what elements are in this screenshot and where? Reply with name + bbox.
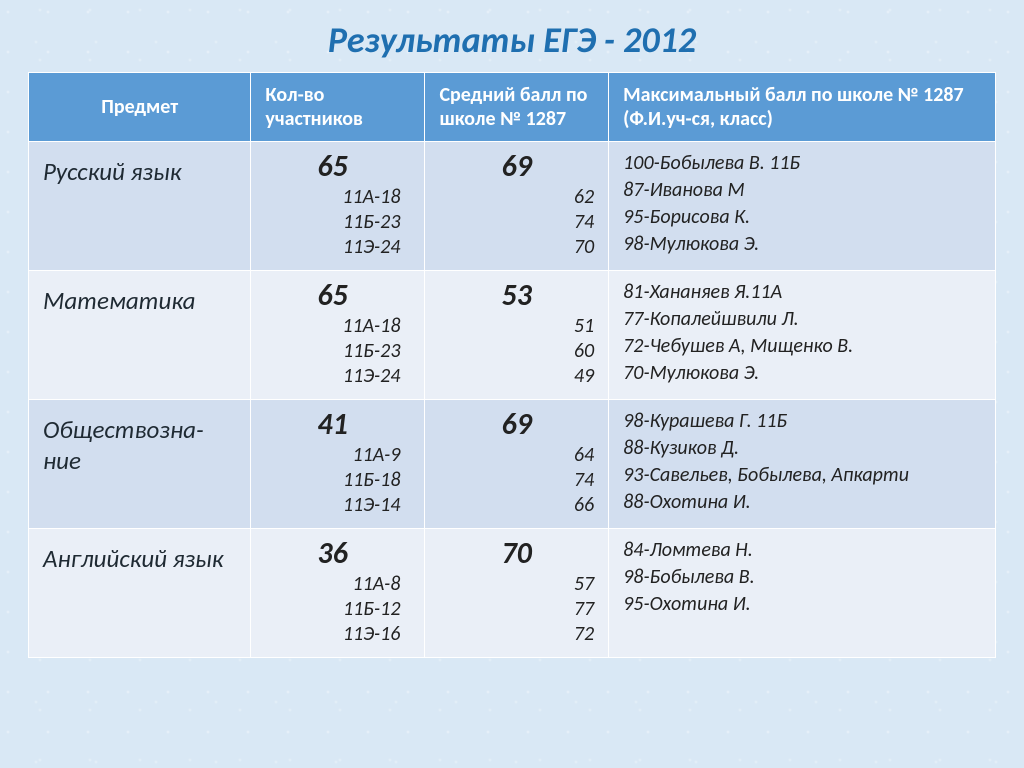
avg-breakdown: 516049 [431, 314, 602, 389]
count-cell: 6511А-1811Б-2311Э-24 [251, 142, 425, 271]
avg-breakdown: 577772 [431, 572, 602, 647]
avg-total: 69 [431, 408, 602, 441]
subject-cell: Английский язык [29, 529, 251, 658]
avg-cell: 70577772 [425, 529, 609, 658]
count-breakdown: 11А-811Б-1211Э-16 [257, 572, 418, 647]
avg-cell: 53516049 [425, 271, 609, 400]
max-list: 100-Бобылева В. 11Б87-Иванова М95-Борисо… [623, 150, 981, 258]
avg-total: 53 [431, 279, 602, 312]
count-breakdown: 11А-911Б-1811Э-14 [257, 443, 418, 518]
max-list: 81-Хананяев Я.11А77-Копалейшвили Л.72-Че… [623, 279, 981, 387]
table-row: Русский язык6511А-1811Б-2311Э-2469627470… [29, 142, 996, 271]
col-count: Кол-во участников [251, 73, 425, 142]
subject-cell: Обществозна-ние [29, 400, 251, 529]
avg-breakdown: 647466 [431, 443, 602, 518]
table-row: Математика6511А-1811Б-2311Э-245351604981… [29, 271, 996, 400]
avg-cell: 69627470 [425, 142, 609, 271]
count-cell: 4111А-911Б-1811Э-14 [251, 400, 425, 529]
col-max: Максимальный балл по школе № 1287 (Ф.И.у… [609, 73, 996, 142]
avg-breakdown: 627470 [431, 185, 602, 260]
table-row: Обществозна-ние4111А-911Б-1811Э-14696474… [29, 400, 996, 529]
max-cell: 81-Хананяев Я.11А77-Копалейшвили Л.72-Че… [609, 271, 996, 400]
count-breakdown: 11А-1811Б-2311Э-24 [257, 185, 418, 260]
max-cell: 84-Ломтева Н.98-Бобылева В.95-Охотина И. [609, 529, 996, 658]
results-table: Предмет Кол-во участников Средний балл п… [28, 72, 996, 658]
col-subject: Предмет [29, 73, 251, 142]
count-total: 41 [257, 408, 418, 441]
count-cell: 6511А-1811Б-2311Э-24 [251, 271, 425, 400]
page-title: Результаты ЕГЭ - 2012 [28, 18, 996, 62]
count-cell: 3611А-811Б-1211Э-16 [251, 529, 425, 658]
max-cell: 100-Бобылева В. 11Б87-Иванова М95-Борисо… [609, 142, 996, 271]
avg-total: 70 [431, 537, 602, 570]
avg-total: 69 [431, 150, 602, 183]
count-breakdown: 11А-1811Б-2311Э-24 [257, 314, 418, 389]
col-avg: Средний балл по школе № 1287 [425, 73, 609, 142]
count-total: 65 [257, 279, 418, 312]
avg-cell: 69647466 [425, 400, 609, 529]
subject-cell: Математика [29, 271, 251, 400]
table-row: Английский язык3611А-811Б-1211Э-16705777… [29, 529, 996, 658]
subject-cell: Русский язык [29, 142, 251, 271]
table-header-row: Предмет Кол-во участников Средний балл п… [29, 73, 996, 142]
max-cell: 98-Курашева Г. 11Б88-Кузиков Д.93-Савель… [609, 400, 996, 529]
count-total: 36 [257, 537, 418, 570]
max-list: 98-Курашева Г. 11Б88-Кузиков Д.93-Савель… [623, 408, 981, 516]
max-list: 84-Ломтева Н.98-Бобылева В.95-Охотина И. [623, 537, 981, 618]
count-total: 65 [257, 150, 418, 183]
